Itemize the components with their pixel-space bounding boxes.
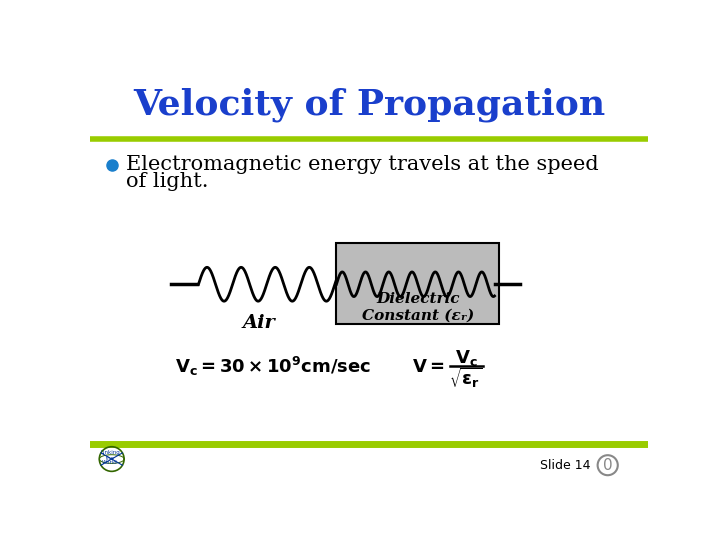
- Text: $\mathbf{V_c=30\times10^9cm/sec}$: $\mathbf{V_c=30\times10^9cm/sec}$: [175, 355, 372, 378]
- Text: Slide 14: Slide 14: [539, 458, 590, 472]
- Text: $\mathbf{V=}$: $\mathbf{V=}$: [412, 359, 444, 376]
- Text: $\mathbf{V_c}$: $\mathbf{V_c}$: [454, 348, 477, 368]
- Text: 0: 0: [603, 458, 613, 472]
- Text: Air: Air: [243, 314, 275, 332]
- Text: World: World: [102, 461, 118, 465]
- Text: Electromagnetic energy travels at the speed: Electromagnetic energy travels at the sp…: [126, 156, 598, 174]
- Text: Linking: Linking: [100, 450, 120, 455]
- Bar: [336, 244, 499, 325]
- Text: $\mathbf{\sqrt{\epsilon_r}}$: $\mathbf{\sqrt{\epsilon_r}}$: [449, 366, 483, 390]
- Text: Dielectric
Constant (εᵣ): Dielectric Constant (εᵣ): [361, 292, 474, 322]
- Text: of light.: of light.: [126, 172, 208, 191]
- Text: the: the: [106, 456, 114, 461]
- Text: Velocity of Propagation: Velocity of Propagation: [133, 87, 605, 122]
